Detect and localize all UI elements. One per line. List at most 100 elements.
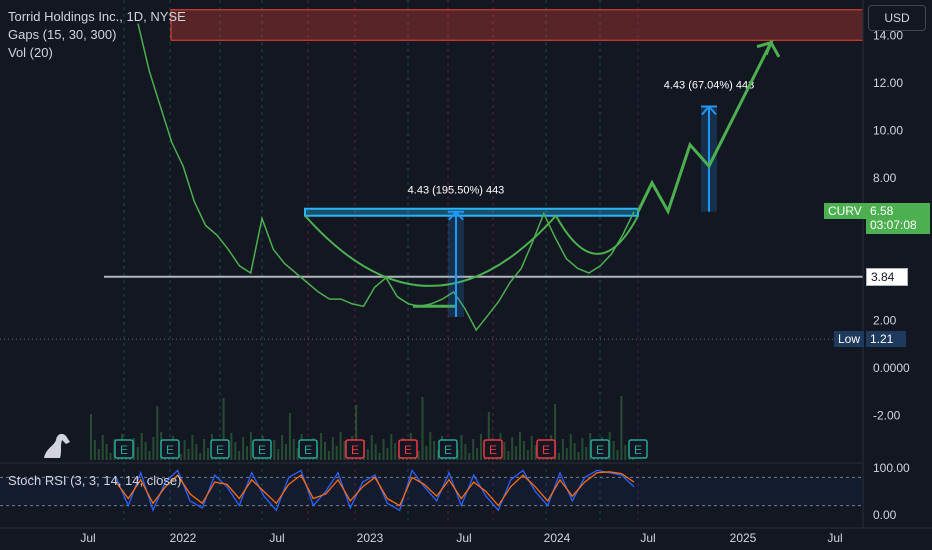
volume-bar xyxy=(343,441,346,460)
volume-bar xyxy=(429,432,432,460)
volume-bar xyxy=(183,440,186,460)
volume-bar xyxy=(515,446,518,460)
low-label-tag: Low xyxy=(834,331,865,347)
earnings-box xyxy=(114,439,134,459)
volume-bar xyxy=(612,441,615,460)
volume-bar xyxy=(487,412,490,460)
low-price-tag: 1.21 xyxy=(866,331,906,347)
price-tick-label: 0.0000 xyxy=(873,361,910,375)
volume-bar xyxy=(331,437,334,460)
earnings-marker: E xyxy=(210,439,230,459)
volume-bar xyxy=(366,449,369,460)
volume-bar xyxy=(585,447,588,460)
volume-bar xyxy=(503,442,506,460)
price-tick-label: -2.00 xyxy=(873,409,901,423)
volume-bar xyxy=(140,433,143,460)
volume-bar xyxy=(472,439,475,460)
earnings-box xyxy=(252,439,272,459)
volume-bar xyxy=(195,444,198,460)
earnings-letter: E xyxy=(258,443,266,457)
earnings-box xyxy=(160,439,180,459)
volume-bar xyxy=(97,449,100,460)
volume-bar xyxy=(90,414,92,460)
vertical-grid xyxy=(123,0,639,520)
volume-bar xyxy=(285,444,287,460)
volume-bar xyxy=(249,432,252,460)
earnings-letter: E xyxy=(120,443,128,457)
gaps-indicator-label[interactable]: Gaps (15, 30, 300) xyxy=(8,27,117,42)
volume-bar xyxy=(530,436,533,460)
volume-bar xyxy=(374,444,377,460)
volume-indicator-label[interactable]: Vol (20) xyxy=(8,45,53,60)
earnings-letter: E xyxy=(304,443,312,457)
price-tick-label: 10.00 xyxy=(873,124,903,138)
volume-bar xyxy=(132,438,135,460)
earnings-letter: E xyxy=(634,443,642,457)
earnings-marker: E xyxy=(298,439,318,459)
earnings-marker: E xyxy=(114,439,134,459)
time-axis[interactable]: Jul 2022 Jul 2023 Jul 2024 Jul 2025 Jul xyxy=(0,527,932,545)
time-tick-label: 2022 xyxy=(170,531,197,545)
volume-bar xyxy=(320,433,323,460)
volume-bar xyxy=(577,452,580,460)
volume-bar xyxy=(273,440,276,460)
earnings-marker: E xyxy=(536,439,556,459)
earnings-letter: E xyxy=(489,443,497,457)
volume-bar xyxy=(109,453,112,460)
volume-bar xyxy=(620,396,623,460)
volume-bar xyxy=(101,435,104,460)
cup-rim-rectangle xyxy=(304,207,639,217)
volume-bar xyxy=(464,444,467,460)
volume-bar xyxy=(281,435,284,460)
earnings-marker: E xyxy=(345,439,365,459)
stoch-k-line xyxy=(115,468,635,513)
stoch-rsi-label[interactable]: Stoch RSI (3, 3, 14, 14, close) xyxy=(8,473,182,488)
volume-bar xyxy=(207,448,209,460)
countdown-value: 03:07:08 xyxy=(870,218,917,232)
volume-bar xyxy=(148,451,151,460)
current-price-value: 6.58 xyxy=(870,204,894,218)
volume-bar xyxy=(433,441,436,460)
projection-arrowhead xyxy=(756,40,774,56)
handle-curve xyxy=(555,215,639,255)
volume-bar xyxy=(238,451,241,460)
volume-bar xyxy=(292,439,295,460)
earnings-box xyxy=(345,439,365,459)
volume-bar xyxy=(296,448,299,460)
earnings-box xyxy=(298,439,318,459)
measure-label: 4.43 (67.04%) 443 xyxy=(664,80,755,92)
price-tick-label: 14.00 xyxy=(873,29,903,43)
earnings-marker: E xyxy=(438,439,458,459)
volume-bar xyxy=(179,454,182,460)
volume-bar xyxy=(421,397,424,460)
volume-bar xyxy=(136,447,139,460)
volume-bar xyxy=(222,398,225,460)
volume-bar xyxy=(335,446,338,460)
volume-bar xyxy=(561,439,564,460)
volume-bar xyxy=(156,406,159,460)
price-series-line xyxy=(137,23,635,332)
time-tick-label: 2024 xyxy=(544,531,571,545)
osc-tick-label: 0.00 xyxy=(873,508,897,522)
earnings-marker: E xyxy=(398,439,418,459)
earnings-letter: E xyxy=(166,443,174,457)
volume-bar xyxy=(480,434,482,460)
volume-bar xyxy=(417,451,420,460)
volume-bar xyxy=(511,437,514,460)
earnings-marker: E xyxy=(628,439,648,459)
resistance-zone xyxy=(170,9,864,41)
current-price-tag: 6.58 03:07:08 xyxy=(866,203,930,234)
volume-bar xyxy=(246,446,248,460)
symbol-title[interactable]: Torrid Holdings Inc., 1D, NYSE xyxy=(8,9,186,24)
currency-button[interactable]: USD xyxy=(868,5,926,31)
volume-bar xyxy=(554,404,557,460)
volume-bar xyxy=(234,442,237,460)
osc-tick-label: 100.00 xyxy=(873,461,910,475)
time-tick-label: Jul xyxy=(269,531,284,545)
earnings-box xyxy=(398,439,418,459)
volume-bar xyxy=(565,448,568,460)
volume-bar xyxy=(558,453,560,460)
volume-bar xyxy=(324,442,326,460)
